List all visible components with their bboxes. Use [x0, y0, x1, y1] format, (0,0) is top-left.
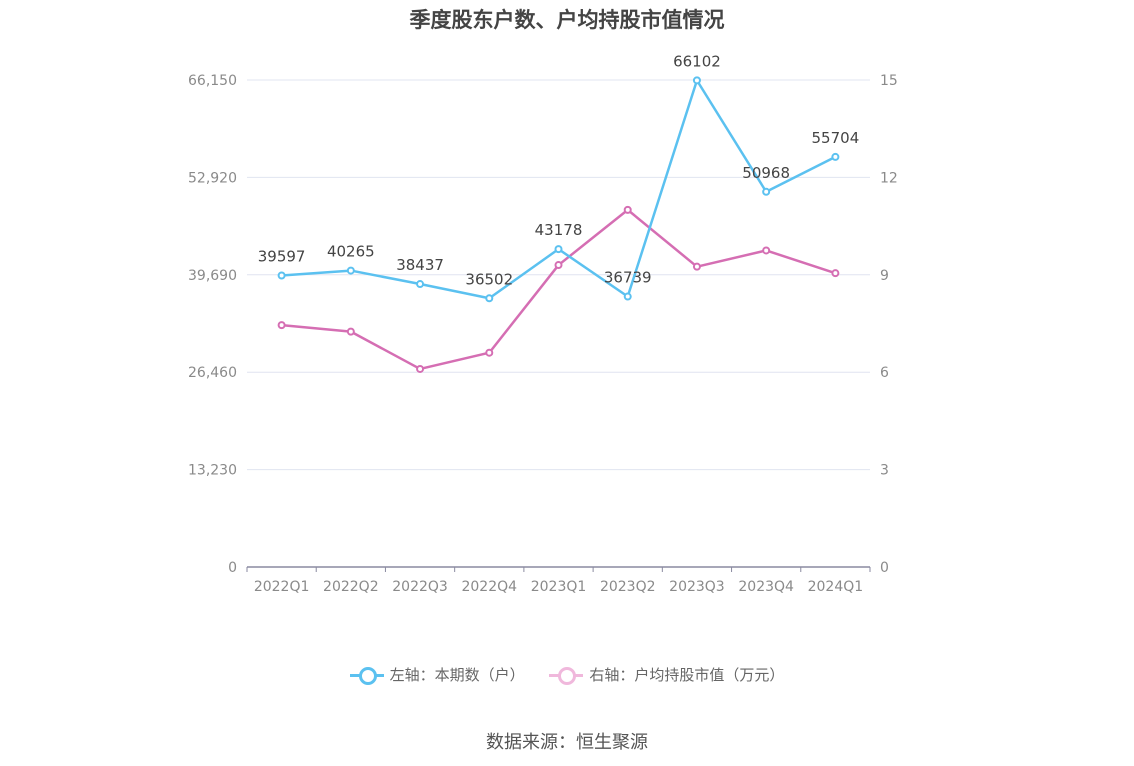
data-point-left [831, 152, 840, 161]
y-left-tick-label: 26,460 [188, 365, 237, 381]
x-category-label: 2023Q4 [738, 579, 794, 595]
data-label: 38437 [396, 256, 444, 274]
data-point-left [554, 245, 563, 254]
x-category-label: 2023Q3 [669, 579, 725, 595]
data-point-left [416, 280, 425, 289]
x-category-label: 2022Q4 [461, 579, 517, 595]
data-point-right [623, 205, 632, 214]
series-layer [277, 76, 840, 373]
data-label-layer: 39597 40265 38437 36502 43178 36739 66102 50968… [258, 52, 859, 288]
y-left-tick-label: 66,150 [188, 73, 237, 89]
x-category-label: 2022Q1 [254, 579, 310, 595]
grid-layer [247, 79, 870, 471]
legend: 左轴：本期数（户） 右轴：户均持股市值（万元） [0, 664, 1134, 689]
data-point-left [485, 294, 494, 303]
y-left-tick-label: 13,230 [188, 463, 237, 479]
data-label: 36502 [465, 270, 513, 288]
x-category-label: 2022Q3 [392, 579, 448, 595]
data-label: 55704 [812, 129, 860, 147]
x-category-label: 2023Q1 [531, 579, 587, 595]
data-point-left [762, 187, 771, 196]
data-label: 66102 [673, 52, 721, 70]
legend-item-right-series[interactable]: 右轴：户均持股市值（万元） [549, 664, 784, 685]
legend-item-left-series[interactable]: 左轴：本期数（户） [349, 664, 525, 685]
data-label: 40265 [327, 243, 375, 261]
data-point-right [831, 269, 840, 278]
data-point-right [485, 348, 494, 357]
source-note: 数据来源：恒生聚源 [486, 732, 648, 753]
y-right-tick-label: 9 [880, 268, 889, 284]
y-left-tick-label: 39,690 [188, 268, 237, 284]
axis-layer: 0 0 13,230 3 26,460 6 39,690 9 52,920 12 66,150 15 2… [188, 73, 898, 595]
data-point-left [346, 266, 355, 275]
data-point-right [277, 321, 286, 330]
y-left-tick-label: 52,920 [188, 170, 237, 186]
data-label: 36739 [604, 269, 652, 287]
data-point-right [416, 364, 425, 373]
chart-plot: 0 0 13,230 3 26,460 6 39,690 9 52,920 12 66,150 15 2… [188, 52, 898, 595]
data-point-right [554, 261, 563, 270]
y-right-tick-label: 6 [880, 365, 889, 381]
data-point-right [346, 327, 355, 336]
data-point-left [692, 76, 701, 85]
x-category-label: 2023Q2 [600, 579, 656, 595]
data-point-left [277, 271, 286, 280]
data-point-left [623, 292, 632, 301]
data-point-right [762, 246, 771, 255]
y-right-tick-label: 3 [880, 463, 889, 479]
chart-title: 季度股东户数、户均持股市值情况 [409, 8, 725, 32]
legend-label-right-series: 右轴：户均持股市值（万元） [589, 666, 785, 684]
data-label: 39597 [258, 247, 306, 265]
data-point-right [692, 262, 701, 271]
y-right-tick-label: 0 [880, 560, 889, 576]
x-category-label: 2022Q2 [323, 579, 379, 595]
legend-line-marker-icon [549, 665, 584, 685]
y-right-tick-label: 12 [880, 170, 898, 186]
y-right-tick-label: 15 [880, 73, 898, 89]
x-category-label: 2024Q1 [808, 579, 864, 595]
data-label: 50968 [742, 164, 790, 182]
legend-label-left-series: 左轴：本期数（户） [389, 666, 525, 684]
y-left-tick-label: 0 [228, 560, 237, 576]
data-label: 43178 [535, 221, 583, 239]
legend-line-marker-icon [349, 665, 384, 685]
